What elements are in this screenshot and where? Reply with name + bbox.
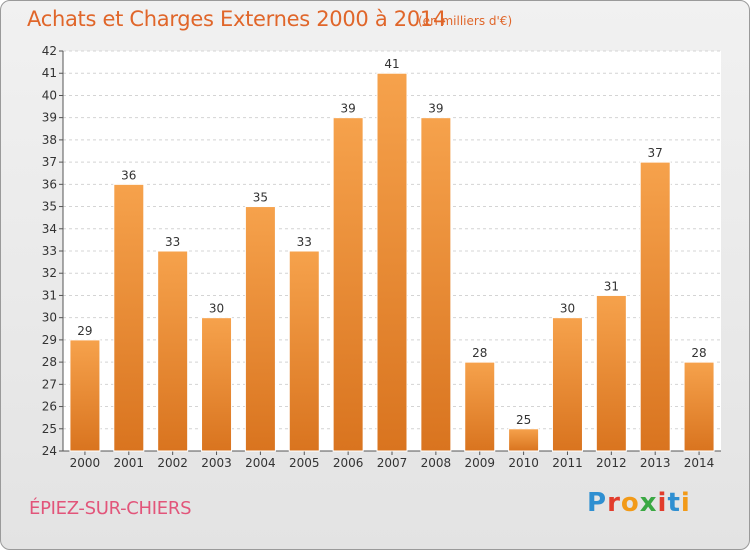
y-tick-label: 38	[42, 133, 57, 147]
y-tick-label: 36	[42, 177, 57, 191]
x-tick-label: 2003	[201, 456, 232, 470]
x-tick-label: 2007	[377, 456, 408, 470]
bar-2003	[201, 317, 233, 452]
bar-2005	[288, 250, 320, 452]
x-tick-label: 2002	[157, 456, 188, 470]
data-label: 33	[297, 235, 312, 249]
y-tick-label: 28	[42, 355, 57, 369]
town-name: ÉPIEZ-SUR-CHIERS	[29, 498, 192, 519]
data-label: 33	[165, 235, 180, 249]
x-tick-label: 2004	[245, 456, 276, 470]
bar-2001	[113, 183, 145, 452]
x-tick-label: 2010	[508, 456, 539, 470]
bar-2004	[244, 206, 276, 452]
data-label: 29	[77, 324, 92, 338]
bar-2007	[376, 72, 408, 452]
y-tick-label: 33	[42, 244, 57, 258]
bar-2010	[508, 428, 540, 452]
data-label: 30	[560, 302, 575, 316]
x-tick-label: 2001	[114, 456, 145, 470]
x-tick-label: 2009	[464, 456, 495, 470]
chart-title: Achats et Charges Externes 2000 à 2014	[27, 7, 447, 31]
data-label: 28	[472, 346, 487, 360]
y-tick-label: 31	[42, 288, 57, 302]
y-tick-label: 34	[42, 222, 57, 236]
x-tick-label: 2006	[333, 456, 364, 470]
y-tick-label: 40	[42, 88, 57, 102]
data-label: 36	[121, 168, 136, 182]
proxiti-logo: Proxiti	[587, 488, 691, 518]
x-tick-label: 2011	[552, 456, 583, 470]
x-tick-label: 2014	[684, 456, 715, 470]
y-tick-label: 26	[42, 400, 57, 414]
bar-2012	[595, 294, 627, 452]
x-tick-label: 2005	[289, 456, 320, 470]
x-tick-label: 2008	[421, 456, 452, 470]
data-label: 30	[209, 302, 224, 316]
y-tick-label: 41	[42, 66, 57, 80]
bar-2014	[683, 361, 715, 452]
y-tick-label: 35	[42, 200, 57, 214]
y-tick-label: 29	[42, 333, 57, 347]
bar-2000	[69, 339, 101, 452]
x-tick-label: 2012	[596, 456, 627, 470]
data-label: 25	[516, 413, 531, 427]
data-label: 31	[604, 279, 619, 293]
y-tick-label: 32	[42, 266, 57, 280]
x-tick-label: 2013	[640, 456, 671, 470]
bar-2008	[420, 117, 452, 452]
y-tick-label: 25	[42, 422, 57, 436]
data-label: 39	[428, 102, 443, 116]
data-label: 41	[384, 57, 399, 71]
y-tick-label: 30	[42, 311, 57, 325]
y-tick-label: 39	[42, 111, 57, 125]
data-label: 28	[691, 346, 706, 360]
bar-2011	[551, 317, 583, 452]
bar-2009	[464, 361, 496, 452]
y-tick-label: 27	[42, 377, 57, 391]
y-tick-label: 42	[42, 44, 57, 58]
bar-2013	[639, 161, 671, 452]
chart-subtitle: (en milliers d'€)	[418, 14, 513, 28]
y-tick-label: 37	[42, 155, 57, 169]
bar-2006	[332, 117, 364, 452]
bar-2002	[157, 250, 189, 452]
x-tick-label: 2000	[70, 456, 101, 470]
data-label: 39	[340, 102, 355, 116]
y-tick-label: 24	[42, 444, 57, 458]
data-label: 35	[253, 191, 268, 205]
data-label: 37	[648, 146, 663, 160]
